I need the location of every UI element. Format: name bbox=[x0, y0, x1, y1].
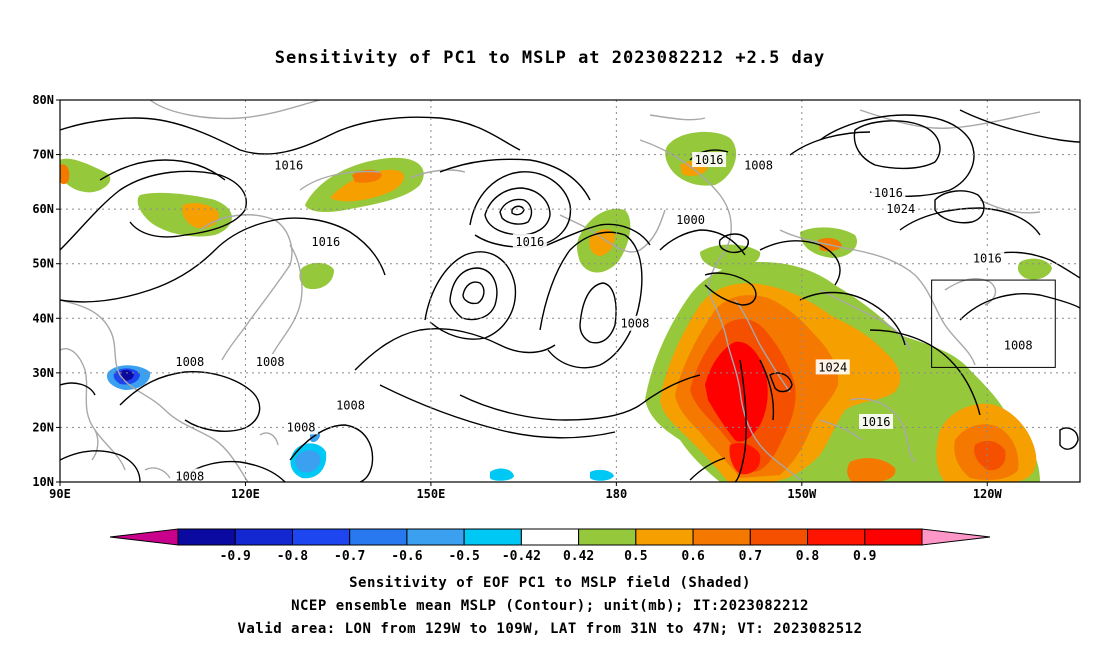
y-tick-label: 20N bbox=[32, 420, 54, 434]
contour-label-text: 1008 bbox=[287, 420, 316, 434]
valid-area-box bbox=[931, 279, 1056, 368]
colorbar-label: 0.9 bbox=[853, 549, 876, 564]
contour-labels: 1016101610161016100810001016102410001016… bbox=[172, 152, 1036, 484]
colorbar-label: -0.5 bbox=[448, 549, 479, 564]
contour-label-text: 1016 bbox=[973, 251, 1002, 265]
y-tick-label: 70N bbox=[32, 148, 54, 162]
x-tick-label: 150W bbox=[787, 487, 817, 501]
mslp-contours bbox=[60, 109, 1080, 482]
contour-label: 1008 bbox=[284, 419, 319, 435]
contour-label-text: 1016 bbox=[695, 153, 724, 167]
contour-label-text: 1008 bbox=[336, 399, 365, 413]
contour-label-text: 1024 bbox=[818, 360, 847, 374]
colorbar-label: 0.5 bbox=[624, 549, 647, 564]
contour-label-text: 1008 bbox=[256, 355, 285, 369]
contour-label: 1016 bbox=[692, 152, 727, 168]
contour-label-text: 1016 bbox=[515, 235, 544, 249]
y-tick-label: 50N bbox=[32, 257, 54, 271]
colorbar-box bbox=[463, 528, 522, 546]
axis-labels: 90E120E150E180150W120W90W60W10N20N30N40N… bbox=[32, 93, 1003, 501]
caption-line-3: Valid area: LON from 129W to 109W, LAT f… bbox=[237, 621, 863, 637]
x-tick-label: 90E bbox=[49, 487, 71, 501]
y-tick-label: 60N bbox=[32, 202, 54, 216]
contour-label-text: 1016 bbox=[874, 186, 903, 200]
colorbar-label: 0.6 bbox=[681, 549, 705, 564]
contour-label: 1008 bbox=[741, 157, 776, 173]
x-tick-label: 120E bbox=[231, 487, 260, 501]
colorbar-box bbox=[807, 528, 866, 546]
contour-label-text: 1008 bbox=[1004, 339, 1033, 353]
colorbar-box bbox=[406, 528, 465, 546]
contour-label-text: 1008 bbox=[744, 158, 773, 172]
figure-title: Sensitivity of PC1 to MSLP at 2023082212… bbox=[274, 48, 826, 68]
colorbar: -0.9 -0.8 -0.7 -0.6 -0.5 -0.42 0.42 0.5 0.6 0.7 0.… bbox=[109, 528, 991, 564]
y-tick-label: 30N bbox=[32, 366, 54, 380]
colorbar-box bbox=[749, 528, 809, 546]
colorbar-label: -0.42 bbox=[502, 549, 541, 564]
colorbar-max-arrow bbox=[921, 528, 991, 546]
colorbar-box bbox=[692, 528, 751, 546]
contour-label-text: 1008 bbox=[175, 470, 204, 484]
contour-label: 1008 bbox=[172, 468, 207, 484]
caption-line-1: Sensitivity of EOF PC1 to MSLP field (Sh… bbox=[349, 575, 751, 591]
contour-label-text: 1016 bbox=[311, 235, 340, 249]
contour-label: 1024 bbox=[883, 201, 918, 217]
contour-label: 1008 bbox=[617, 315, 652, 331]
contour-label: 1008 bbox=[333, 397, 368, 413]
contour-label: 1024 bbox=[815, 359, 850, 375]
contour-label: 1008 bbox=[253, 353, 288, 369]
contour-label: 1016 bbox=[271, 157, 306, 173]
colorbar-label: -0.9 bbox=[220, 549, 251, 564]
colorbar-label: -0.7 bbox=[334, 549, 365, 564]
colorbar-box bbox=[291, 528, 351, 546]
colorbar-label: 0.7 bbox=[739, 549, 762, 564]
colorbar-label: -0.6 bbox=[391, 549, 422, 564]
y-tick-label: 10N bbox=[32, 475, 54, 489]
contour-label-text: 1024 bbox=[886, 202, 915, 216]
contour-label-text: 1008 bbox=[175, 355, 204, 369]
contour-label: 1016 bbox=[308, 233, 343, 249]
colorbar-box bbox=[177, 528, 236, 546]
contour-label-text: 1016 bbox=[274, 158, 303, 172]
contour-label: 1016 bbox=[970, 250, 1005, 266]
x-tick-label: 180 bbox=[606, 487, 628, 501]
colorbar-box bbox=[635, 528, 694, 546]
contour-label: 1000 bbox=[673, 212, 708, 228]
y-tick-label: 80N bbox=[32, 93, 54, 107]
gridlines bbox=[60, 100, 1080, 482]
y-tick-label: 40N bbox=[32, 311, 54, 325]
contour-label-text: 1016 bbox=[862, 415, 891, 429]
contour-label: 1016 bbox=[871, 184, 906, 200]
colorbar-label: 0.42 bbox=[563, 549, 594, 564]
x-tick-label: 120W bbox=[973, 487, 1003, 501]
colorbar-box bbox=[578, 528, 637, 546]
colorbar-box bbox=[864, 528, 923, 546]
contour-label: 1016 bbox=[859, 413, 893, 429]
contour-label: 1016 bbox=[512, 233, 547, 249]
colorbar-box bbox=[349, 528, 408, 546]
contour-label-text: 1008 bbox=[620, 317, 649, 331]
coastlines bbox=[60, 100, 1041, 482]
colorbar-box bbox=[520, 528, 580, 546]
map-border bbox=[59, 99, 1081, 483]
x-tick-label: 150E bbox=[416, 487, 445, 501]
colorbar-label: -0.8 bbox=[277, 549, 308, 564]
contour-label-text: 1000 bbox=[676, 213, 705, 227]
caption-line-2: NCEP ensemble mean MSLP (Contour); unit(… bbox=[291, 598, 809, 614]
colorbar-label: 0.8 bbox=[796, 549, 820, 564]
contour-label: 1008 bbox=[1001, 337, 1036, 353]
colorbar-box bbox=[234, 528, 293, 546]
contour-label: 1008 bbox=[172, 353, 207, 369]
colorbar-min-arrow bbox=[109, 528, 179, 546]
